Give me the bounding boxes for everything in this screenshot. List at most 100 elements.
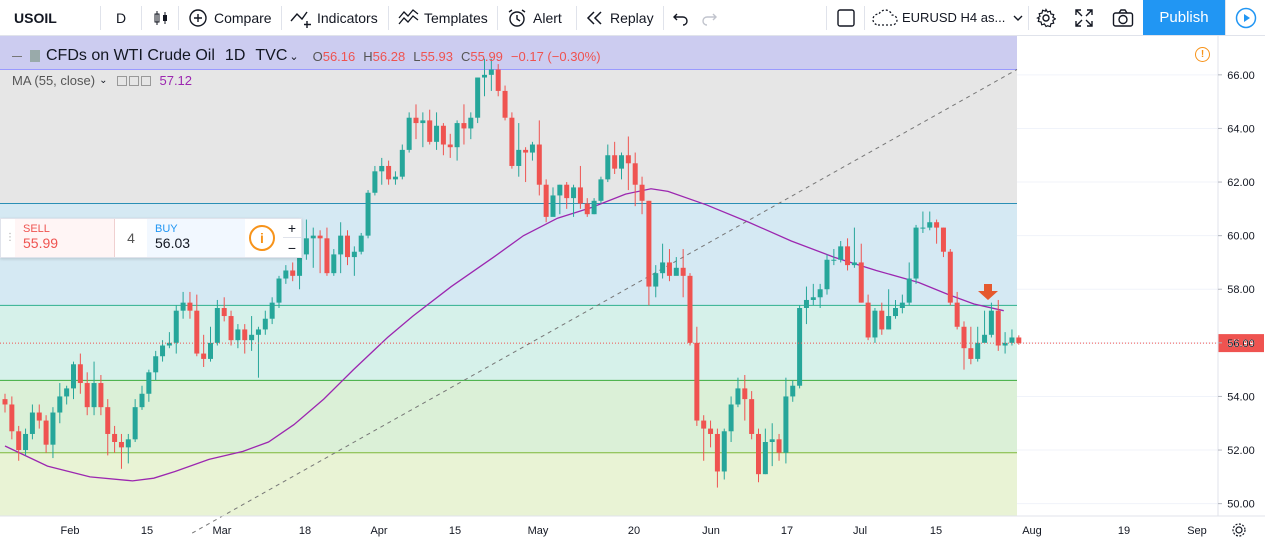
interval-button[interactable]: D [116, 0, 126, 35]
candle-body [550, 195, 556, 217]
alarm-clock-icon [507, 8, 527, 28]
chart-style-button[interactable] [152, 0, 170, 35]
candle [187, 291, 193, 319]
candle-body [954, 302, 960, 327]
trend-line-segment [191, 69, 1018, 534]
toolbar-divider [826, 6, 827, 30]
candle [447, 133, 453, 158]
candle [420, 112, 426, 148]
candle-body [399, 149, 405, 177]
play-button[interactable] [1225, 0, 1265, 35]
down-arrow-shape [978, 284, 998, 300]
candle-body [701, 420, 707, 429]
candle-body [166, 342, 172, 346]
candle [194, 294, 200, 357]
candle [125, 433, 131, 464]
candle [810, 283, 816, 306]
candle-body [947, 251, 953, 303]
buy-button[interactable]: BUY 56.03 [147, 219, 245, 257]
candle-body [872, 310, 878, 338]
candle-body [112, 433, 118, 442]
candle-body [742, 388, 748, 400]
candle-body [790, 385, 796, 397]
candle [899, 294, 905, 314]
buy-label: BUY [155, 223, 178, 235]
candle-body [653, 273, 659, 287]
symbol-label[interactable]: USOIL [14, 9, 57, 26]
quantity-value[interactable]: 4 [127, 230, 135, 246]
candle [249, 316, 255, 351]
candle [666, 249, 672, 282]
candle [947, 249, 953, 306]
alert-button[interactable]: Alert [507, 0, 562, 35]
price-axis[interactable]: 66.00 64.00 62.00 60.00 58.00 56.00 54.00 52.00… [1217, 36, 1255, 516]
candle-body [160, 345, 166, 357]
candle-body [57, 396, 63, 413]
candle [742, 375, 748, 421]
templates-button[interactable]: Templates [398, 0, 488, 35]
replay-button[interactable]: Replay [586, 0, 654, 35]
fullscreen-chart-button[interactable] [836, 0, 856, 35]
sell-button[interactable]: SELL 55.99 [15, 219, 115, 257]
redo-button[interactable] [700, 0, 718, 35]
increase-quantity-button[interactable]: + [283, 219, 301, 238]
down-arrow-icon[interactable] [978, 284, 998, 300]
candle-body [495, 69, 501, 91]
settings-button[interactable] [1036, 0, 1056, 35]
candles [2, 58, 1022, 488]
drag-handle-icon[interactable]: ⋮ [5, 232, 15, 243]
time-axis[interactable]: Feb 15 Mar 18 Apr 15 May 20 Jun 17 Jul 15 Aug 19 Sep [0, 515, 1265, 537]
toolbar-divider [281, 6, 282, 30]
candle [680, 249, 686, 298]
candle [523, 147, 529, 183]
candle [132, 399, 138, 442]
candle [886, 289, 892, 330]
candle-body [392, 176, 398, 180]
symbol-search[interactable]: USOIL [14, 0, 57, 35]
candle-body [516, 149, 522, 166]
gear-icon-teeth [1232, 523, 1246, 537]
candle-body [242, 329, 248, 341]
candle-body [36, 412, 42, 421]
price-tick-label: 60.00 [1227, 231, 1255, 243]
candle [434, 112, 440, 150]
warning-icon[interactable]: ! [1195, 47, 1210, 62]
info-icon[interactable]: i [249, 225, 275, 251]
candle-body [899, 302, 905, 308]
decrease-quantity-button[interactable]: − [287, 239, 297, 256]
candle-body [379, 165, 385, 172]
compare-button[interactable]: Compare [188, 0, 272, 35]
candle [1016, 335, 1022, 345]
candle-body [23, 433, 29, 451]
candle [961, 321, 967, 370]
candle-body [975, 342, 981, 359]
chevron-down-icon [1013, 14, 1023, 22]
indicators-button[interactable]: Indicators [290, 0, 378, 35]
rewind-icon [586, 10, 604, 26]
toolbar-divider [100, 6, 101, 30]
trend-line[interactable] [191, 69, 1018, 534]
candle-body [413, 117, 419, 124]
fullscreen-button[interactable] [1074, 0, 1094, 35]
candle-body [673, 267, 679, 276]
candle [166, 332, 172, 349]
price-tick-label: 56.00 [1227, 338, 1255, 350]
candle [351, 246, 357, 276]
toolbar-divider [497, 6, 498, 30]
candle-body [173, 310, 179, 343]
publish-button[interactable]: Publish [1143, 0, 1225, 35]
candle [509, 112, 515, 169]
candle [708, 420, 714, 448]
layout-selector[interactable]: EURUSD H4 as... [872, 0, 1024, 35]
candle [612, 141, 618, 174]
candle-body [201, 353, 207, 359]
candle-body [749, 399, 755, 434]
alert-label: Alert [533, 9, 562, 26]
candle-body [153, 356, 159, 373]
undo-button[interactable] [672, 0, 690, 35]
snapshot-button[interactable] [1112, 0, 1134, 35]
candle-body [612, 155, 618, 169]
candle-body [803, 299, 809, 308]
candle-body [886, 316, 892, 330]
price-chart[interactable]: 55.99 66.00 64.00 62.00 60.00 58.00 56.00 54.0… [0, 36, 1265, 546]
